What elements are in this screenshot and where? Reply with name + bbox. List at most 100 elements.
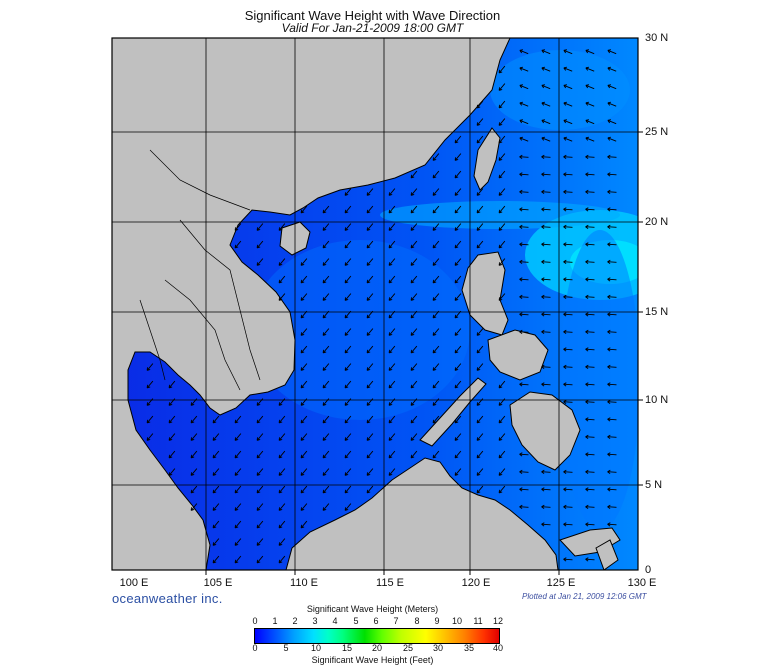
wave-direction-arrow: [388, 345, 396, 354]
wave-direction-arrow: [256, 538, 264, 546]
wave-direction-arrow: [585, 172, 595, 177]
wave-direction-arrows: [146, 49, 617, 564]
wave-direction-arrow: [585, 119, 595, 125]
wave-direction-arrow: [607, 434, 617, 439]
wave-direction-arrow: [519, 101, 529, 107]
wave-direction-arrow: [607, 417, 617, 422]
legend-feet-tick: 25: [402, 643, 413, 653]
wave-direction-arrow: [388, 328, 396, 336]
wave-direction-arrow: [454, 450, 462, 459]
wave-direction-arrow: [410, 415, 418, 424]
wave-direction-arrow: [300, 293, 308, 301]
wave-direction-arrow: [322, 205, 330, 214]
land-palawan: [419, 377, 487, 447]
wave-direction-arrow: [322, 240, 330, 249]
wave-direction-arrow: [168, 380, 176, 389]
wave-direction-arrow: [498, 205, 506, 214]
land-halmahera: [595, 539, 619, 570]
wave-direction-arrow: [585, 294, 595, 299]
wave-direction-arrow: [344, 328, 352, 336]
wave-direction-arrow: [476, 345, 484, 354]
wave-direction-arrow: [366, 275, 374, 284]
wave-direction-arrow: [322, 363, 330, 371]
wave-direction-arrow: [454, 258, 462, 266]
wave-direction-arrow: [410, 258, 418, 266]
wave-direction-arrow: [432, 398, 440, 406]
wave-direction-arrow: [541, 259, 551, 264]
wave-direction-arrow: [454, 153, 462, 161]
axis-ticks: [205, 131, 643, 575]
wave-direction-arrow: [563, 522, 573, 527]
wave-direction-arrow: [541, 522, 551, 527]
wave-direction-arrow: [366, 380, 374, 389]
wave-direction-arrow: [519, 329, 529, 334]
wave-direction-arrow: [585, 347, 595, 352]
wave-direction-arrow: [541, 189, 551, 194]
wave-direction-arrow: [454, 135, 462, 144]
wave-direction-arrow: [322, 275, 330, 284]
wave-direction-arrow: [388, 223, 396, 231]
wave-direction-arrow: [410, 345, 418, 354]
wave-direction-arrow: [585, 242, 595, 247]
wave-direction-arrow: [146, 380, 154, 389]
wave-direction-arrow: [366, 415, 374, 424]
wave-direction-arrow: [519, 207, 529, 212]
wave-direction-arrow: [563, 364, 573, 369]
wave-direction-arrow: [563, 382, 573, 387]
wave-direction-arrow: [607, 66, 617, 72]
wave-direction-arrow: [498, 65, 506, 74]
wave-direction-arrow: [344, 258, 352, 266]
legend-meter-tick: 0: [252, 616, 258, 626]
wave-direction-arrow: [563, 154, 573, 159]
wave-direction-arrow: [454, 380, 462, 389]
wave-direction-arrow: [454, 345, 462, 354]
wave-direction-arrow: [607, 119, 617, 125]
wave-direction-arrow: [585, 382, 595, 387]
wave-direction-arrow: [388, 398, 396, 406]
wave-direction-arrow: [212, 503, 220, 511]
lon-label-105e: 105 E: [203, 577, 233, 589]
wave-direction-arrow: [300, 345, 308, 354]
lat-label-25n: 25 N: [645, 126, 669, 138]
wave-direction-arrow: [476, 188, 484, 196]
wave-direction-arrow: [388, 275, 396, 284]
wave-direction-arrow: [585, 434, 595, 439]
wave-direction-arrow: [410, 205, 418, 214]
land-borneo: [285, 457, 559, 570]
lat-label-30n: 30 N: [645, 32, 669, 44]
wave-direction-arrow: [146, 433, 154, 441]
wave-direction-arrow: [607, 522, 617, 527]
wave-direction-arrow: [190, 503, 198, 511]
wave-direction-arrow: [322, 380, 330, 389]
wave-direction-arrow: [278, 503, 286, 511]
wave-direction-arrow: [344, 293, 352, 301]
medium-wave-area-north: [490, 50, 630, 130]
legend-title-feet: Significant Wave Height (Feet): [311, 655, 434, 665]
wave-direction-arrow: [607, 242, 617, 247]
wave-direction-arrow: [212, 468, 220, 476]
wave-direction-arrow: [344, 188, 352, 196]
wave-direction-arrow: [234, 415, 242, 424]
legend-meter-tick: 9: [434, 616, 440, 626]
wave-direction-arrow: [541, 312, 551, 317]
legend-title-meters: Significant Wave Height (Meters): [306, 604, 439, 614]
wave-direction-arrow: [300, 503, 308, 511]
wave-direction-arrow: [498, 380, 506, 389]
wave-direction-arrow: [607, 399, 617, 404]
wave-direction-arrow: [585, 66, 595, 72]
wave-direction-arrow: [563, 136, 573, 142]
wave-direction-arrow: [234, 520, 242, 529]
wave-direction-arrow: [146, 398, 154, 406]
wave-direction-arrow: [366, 258, 374, 266]
legend-meter-tick: 3: [312, 616, 318, 626]
wave-direction-arrow: [541, 207, 551, 212]
wave-direction-arrow: [607, 347, 617, 352]
wave-direction-arrow: [563, 259, 573, 264]
wave-direction-arrow: [498, 240, 506, 249]
wave-direction-arrow: [454, 240, 462, 249]
wave-direction-arrow: [454, 205, 462, 214]
wave-direction-arrow: [498, 398, 506, 406]
wave-direction-arrow: [278, 450, 286, 459]
wave-direction-arrow: [190, 485, 198, 494]
wave-direction-arrow: [585, 487, 595, 492]
